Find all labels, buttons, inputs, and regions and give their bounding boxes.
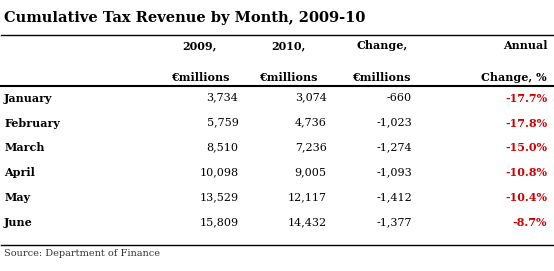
Text: 5,759: 5,759 [207, 118, 238, 128]
Text: 13,529: 13,529 [199, 192, 238, 202]
Text: -1,412: -1,412 [376, 192, 412, 202]
Text: €millions: €millions [352, 72, 411, 83]
Text: -10.4%: -10.4% [505, 192, 547, 203]
Text: -1,023: -1,023 [376, 118, 412, 128]
Text: -660: -660 [387, 93, 412, 103]
Text: April: April [4, 167, 35, 178]
Text: -15.0%: -15.0% [505, 143, 547, 153]
Text: Source: Department of Finance: Source: Department of Finance [4, 250, 160, 259]
Text: -17.7%: -17.7% [505, 93, 547, 104]
Text: 8,510: 8,510 [207, 143, 238, 153]
Text: 3,074: 3,074 [295, 93, 327, 103]
Text: February: February [4, 118, 60, 128]
Text: 9,005: 9,005 [295, 167, 327, 178]
Text: 10,098: 10,098 [199, 167, 238, 178]
Text: -8.7%: -8.7% [512, 217, 547, 228]
Text: -1,377: -1,377 [377, 217, 412, 227]
Text: 3,734: 3,734 [207, 93, 238, 103]
Text: 2009,: 2009, [183, 40, 217, 51]
Text: -1,274: -1,274 [376, 143, 412, 153]
Text: June: June [4, 217, 33, 228]
Text: Annual: Annual [502, 40, 547, 51]
Text: 4,736: 4,736 [295, 118, 327, 128]
Text: 12,117: 12,117 [288, 192, 327, 202]
Text: January: January [4, 93, 53, 104]
Text: May: May [4, 192, 30, 203]
Text: -10.8%: -10.8% [505, 167, 547, 178]
Text: Change,: Change, [356, 40, 407, 51]
Text: -1,093: -1,093 [376, 167, 412, 178]
Text: Cumulative Tax Revenue by Month, 2009-10: Cumulative Tax Revenue by Month, 2009-10 [4, 11, 366, 25]
Text: 2010,: 2010, [271, 40, 305, 51]
Text: Change, %: Change, % [481, 72, 547, 83]
Text: €millions: €millions [259, 72, 317, 83]
Text: -17.8%: -17.8% [505, 118, 547, 128]
Text: 15,809: 15,809 [199, 217, 238, 227]
Text: €millions: €millions [171, 72, 229, 83]
Text: 14,432: 14,432 [288, 217, 327, 227]
Text: 7,236: 7,236 [295, 143, 327, 153]
Text: March: March [4, 143, 45, 153]
